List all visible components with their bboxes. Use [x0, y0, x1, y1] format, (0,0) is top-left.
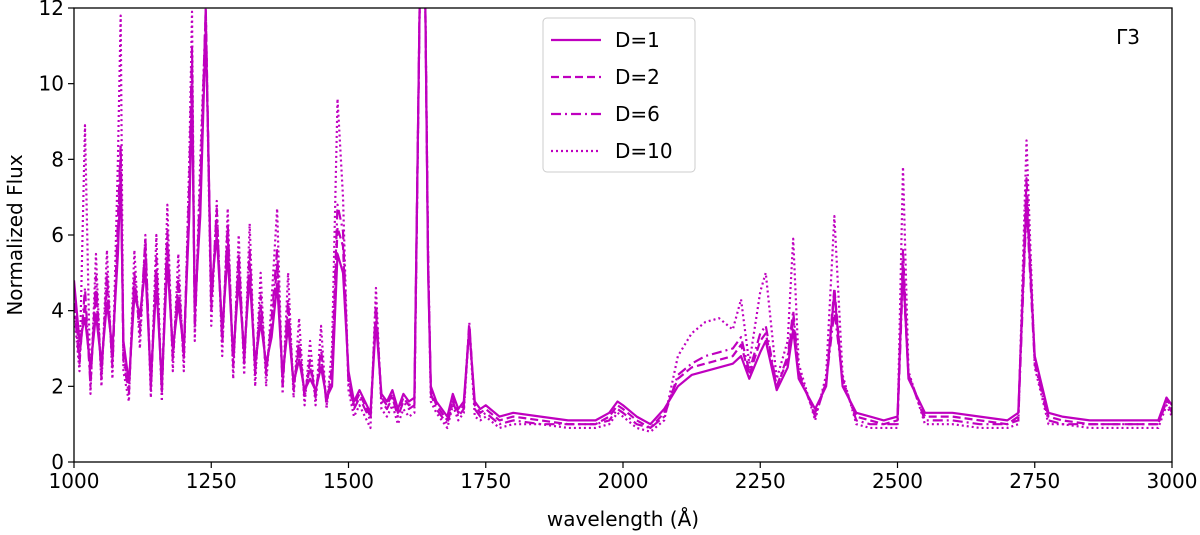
legend: D=1 D=2 D=6 D=10 [542, 17, 696, 173]
legend-label: D=1 [615, 28, 660, 52]
y-tick-label: 2 [51, 374, 64, 398]
y-tick-label: 4 [51, 299, 64, 323]
y-tick-label: 8 [51, 147, 64, 171]
panel-label: Γ3 [1116, 25, 1140, 49]
legend-label: D=10 [615, 139, 673, 163]
legend-label: D=6 [615, 102, 660, 126]
series-line-3 [74, 8, 1172, 430]
x-tick-label: 1250 [186, 469, 237, 493]
x-tick-label: 3000 [1147, 469, 1198, 493]
x-tick-label: 1000 [49, 469, 100, 493]
x-tick-label: 2750 [1009, 469, 1060, 493]
y-tick-label: 10 [39, 72, 64, 96]
x-tick-label: 1750 [460, 469, 511, 493]
y-tick-label: 6 [51, 223, 64, 247]
legend-label: D=2 [615, 65, 660, 89]
y-axis-label: Normalized Flux [3, 154, 27, 316]
x-tick-label: 2250 [735, 469, 786, 493]
legend-entries: D=1 D=2 D=6 D=10 [551, 28, 673, 163]
x-tick-label: 1500 [323, 469, 374, 493]
series-layer [74, 8, 1172, 433]
y-tick-label: 0 [51, 450, 64, 474]
x-tick-label: 2000 [598, 469, 649, 493]
legend-box [542, 17, 696, 173]
series-line-4 [74, 8, 1172, 433]
y-axis: 0 2 4 6 8 10 12 [39, 0, 74, 474]
x-axis: 1000 1250 1500 1750 2000 2250 2500 2750 3000 [49, 462, 1198, 493]
y-tick-label: 12 [39, 0, 64, 20]
x-tick-label: 2500 [872, 469, 923, 493]
x-axis-label: wavelength (Å) [547, 507, 699, 531]
